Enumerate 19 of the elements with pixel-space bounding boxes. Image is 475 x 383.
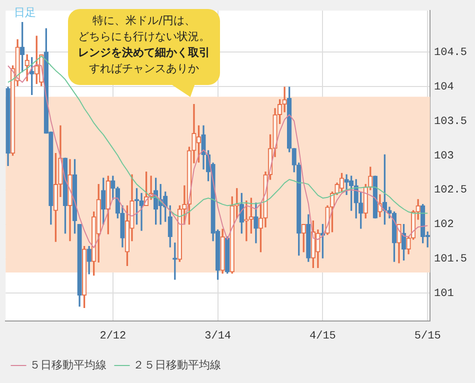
annotation: すればチャンスありか (88, 61, 200, 77)
annotation: レンジを決めて細かく取引 (77, 45, 211, 61)
y-tick-label: 102 (434, 219, 454, 232)
legend-label: ２５日移動平均線 (133, 358, 221, 372)
annotation: どちらにも行けない状況。 (77, 29, 211, 45)
annotation: 特に、米ドル/円は、 (92, 13, 196, 29)
y-tick-label: 101.5 (434, 254, 468, 266)
y-tick-label: 104 (434, 81, 454, 94)
x-tick-label: 4/15 (310, 330, 336, 342)
x-tick-label: 2/12 (100, 330, 126, 342)
legend-label: ５日移動平均線 (30, 358, 106, 372)
x-tick-label: 5/15 (414, 330, 441, 342)
annotation: 日足 (14, 5, 36, 20)
x-tick-label: 3/14 (204, 330, 232, 342)
y-tick-label: 103.5 (434, 116, 468, 128)
y-tick-label: 102.5 (434, 184, 468, 197)
y-tick-label: 103 (434, 150, 454, 162)
y-tick-label: 101 (434, 288, 454, 300)
y-tick-label: 104.5 (434, 46, 468, 59)
